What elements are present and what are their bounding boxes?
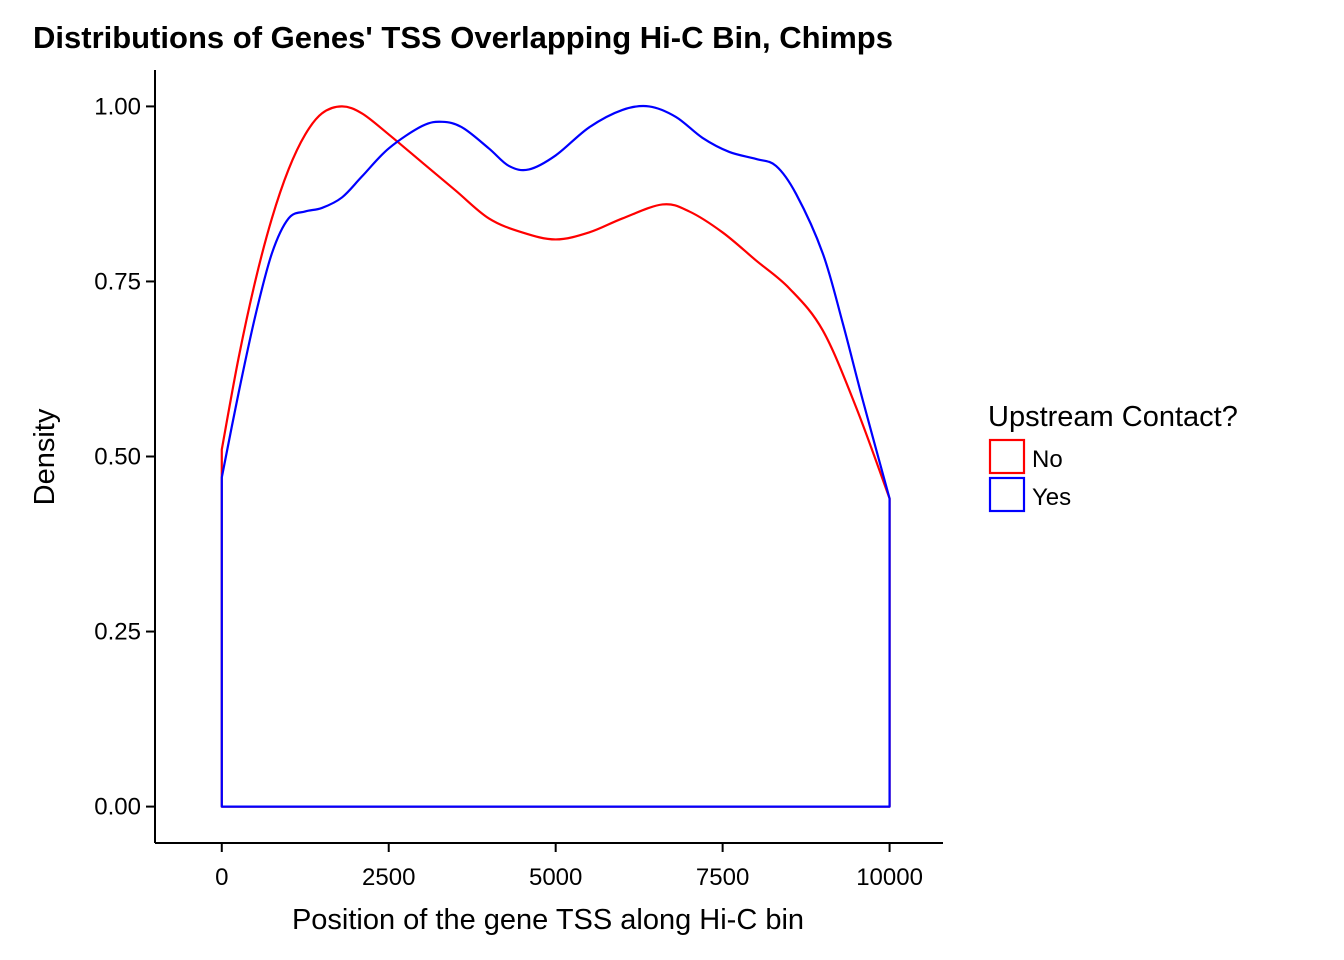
x-tick-label: 2500 (362, 864, 415, 891)
legend-label-no: No (1032, 446, 1063, 473)
legend-key-no (988, 438, 1026, 475)
series-line-no (220, 105, 891, 808)
x-axis-title: Position of the gene TSS along Hi-C bin (292, 904, 804, 936)
legend: Upstream Contact? No Yes (988, 401, 1238, 513)
axes: 0 2500 5000 7500 10000 0.00 0.25 0.50 0.75 1.00 (94, 70, 943, 891)
x-tick-label: 7500 (696, 864, 749, 891)
x-tick-label: 0 (215, 864, 228, 891)
y-tick-label: 0.00 (94, 794, 141, 821)
series-line-yes (220, 104, 891, 808)
legend-key-yes (988, 476, 1026, 513)
y-tick-label: 1.00 (94, 93, 141, 120)
y-tick-label: 0.25 (94, 619, 141, 646)
x-tick-label: 5000 (529, 864, 582, 891)
y-tick-label: 0.75 (94, 268, 141, 295)
series-layer (220, 104, 891, 808)
legend-label-yes: Yes (1032, 484, 1071, 511)
chart-title: Distributions of Genes' TSS Overlapping … (33, 20, 893, 55)
x-tick-label: 10000 (856, 864, 923, 891)
y-axis-title: Density (29, 408, 61, 505)
legend-title: Upstream Contact? (988, 401, 1238, 433)
y-tick-label: 0.50 (94, 444, 141, 471)
